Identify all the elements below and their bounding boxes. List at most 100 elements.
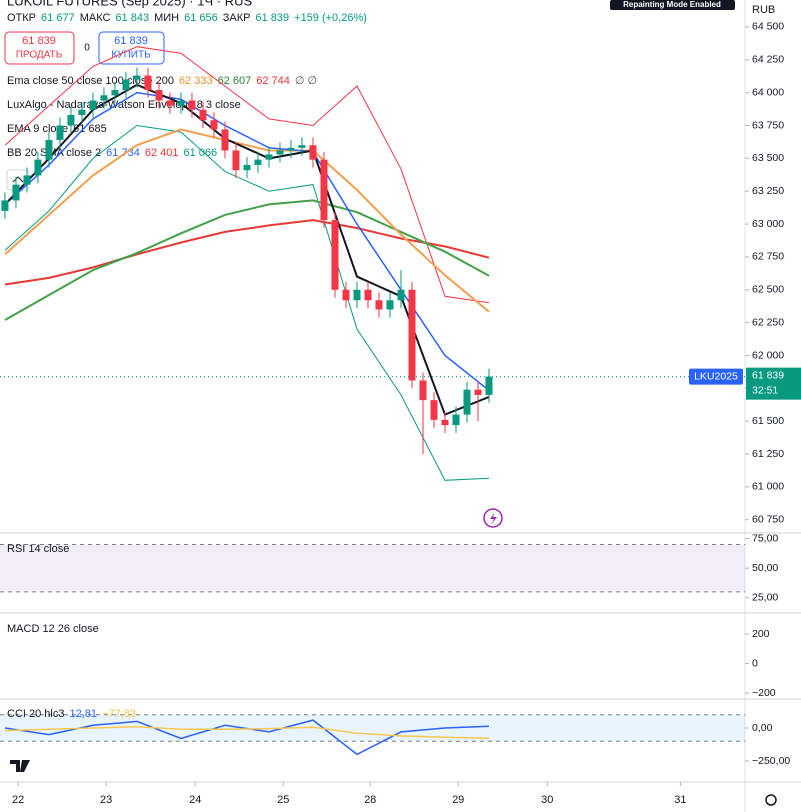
x-tick-label: 31 <box>674 794 686 806</box>
x-tick-label: 29 <box>452 794 464 806</box>
y-tick-label: 62 000 <box>752 349 784 361</box>
ohlc-value: 61 656 <box>184 12 218 24</box>
candle-body <box>331 220 339 290</box>
symbol-tag <box>689 368 743 385</box>
badge-bg <box>610 0 735 10</box>
sell-price: 61 839 <box>22 35 56 47</box>
candle-body <box>177 100 185 106</box>
candle-body <box>45 139 53 160</box>
legend-value: ∅ ∅ <box>295 75 317 87</box>
candle-body <box>166 100 174 106</box>
candle-body <box>78 109 86 115</box>
ohlc-value: 61 843 <box>115 12 149 24</box>
legend-value: 62 401 <box>145 147 179 159</box>
candle-body <box>56 125 64 140</box>
y-tick-label: 25,00 <box>752 592 778 604</box>
ohlc-value: 61 677 <box>41 12 75 24</box>
y-tick-label: −200 <box>752 687 776 699</box>
candle-body <box>210 120 218 130</box>
sell-button[interactable] <box>4 31 75 65</box>
candle-body <box>1 200 9 211</box>
indicator-line <box>4 128 490 313</box>
badge: Repainting Mode Enabled <box>623 0 721 9</box>
x-tick-label: 23 <box>100 794 112 806</box>
legend-name: EMA 9 close <box>7 123 68 135</box>
buy-price: 61 839 <box>114 35 148 47</box>
y-tick-label: 0,00 <box>752 722 773 734</box>
band <box>0 714 745 742</box>
legend-name: Ema close 50 close 100 close 200 <box>7 75 174 87</box>
logo[interactable] <box>10 760 30 772</box>
candle-body <box>276 150 284 155</box>
countdown: 32:51 <box>752 384 778 396</box>
x-tick-label: 25 <box>277 794 289 806</box>
y-tick-label: 64 250 <box>752 54 784 66</box>
candle-body <box>199 109 207 121</box>
ohlc-label: МИН <box>154 12 179 24</box>
candle-body <box>254 159 262 165</box>
price-label: 61 839 <box>752 369 784 381</box>
x-tick-label: 22 <box>12 794 24 806</box>
candle-body <box>100 95 108 101</box>
y-tick-label: 62 250 <box>752 316 784 328</box>
candle-body <box>320 159 328 221</box>
panel-title: MACD 12 26 close <box>7 623 99 635</box>
candle-body <box>111 90 119 96</box>
candle-body <box>122 79 130 91</box>
candle-body <box>232 150 240 171</box>
sell-label: ПРОДАТЬ <box>16 50 63 61</box>
candle-body <box>12 184 20 201</box>
candle-body <box>221 129 229 151</box>
panel-value: −77,83 <box>102 708 136 720</box>
candle-body <box>309 145 317 160</box>
candle-body <box>342 289 350 301</box>
y-tick-label: 64 500 <box>752 21 784 33</box>
indicator-line <box>4 199 490 321</box>
indicator-line <box>4 83 490 416</box>
x-tick-label: 28 <box>364 794 376 806</box>
candle-body <box>23 175 31 185</box>
candle-body <box>89 100 97 110</box>
y-tick-label: 0 <box>752 657 758 669</box>
indicator-line <box>4 725 490 740</box>
candle-body <box>441 419 449 426</box>
candle-body <box>408 289 416 381</box>
candle-body <box>133 75 141 80</box>
candle-body <box>67 114 75 126</box>
candle-body <box>298 145 306 148</box>
candle-body <box>155 90 163 101</box>
ohlc-value: 61 839 <box>255 12 289 24</box>
y-tick-label: 63 500 <box>752 152 784 164</box>
candle-body <box>265 154 273 160</box>
symbol-label: LKU2025 <box>694 370 738 382</box>
change: +159 (+0,26%) <box>294 12 367 24</box>
y-tick-label: 62 750 <box>752 251 784 263</box>
candle-body <box>474 389 482 395</box>
candle-body <box>463 389 471 415</box>
ohlc-label: ОТКР <box>7 12 36 24</box>
spread: 0 <box>84 43 90 54</box>
y-tick-label: 63 750 <box>752 119 784 131</box>
candle-body <box>364 289 372 301</box>
y-tick-label: −250,00 <box>752 755 790 767</box>
y-tick-label: 63 000 <box>752 218 784 230</box>
candle-body <box>353 289 361 301</box>
symbol-title: LUKOIL FUTURES (Sep 2025) · 1Ч · RUS <box>7 0 252 8</box>
candle-body <box>375 300 383 310</box>
legend-value: 62 333 <box>179 75 213 87</box>
panel-title: RSI 14 close <box>7 543 69 555</box>
currency: RUB <box>752 4 775 16</box>
y-tick-label: 61 500 <box>752 415 784 427</box>
price-tag <box>746 367 801 400</box>
legend-value: 62 607 <box>218 75 252 87</box>
y-tick-label: 64 000 <box>752 86 784 98</box>
y-tick-label: 75,00 <box>752 532 778 544</box>
candle-body <box>397 289 405 301</box>
band <box>0 544 745 592</box>
candle-body <box>452 414 460 426</box>
ohlc-label: МАКС <box>80 12 111 24</box>
settings-icon[interactable] <box>765 794 777 806</box>
indicator-line <box>4 219 490 286</box>
